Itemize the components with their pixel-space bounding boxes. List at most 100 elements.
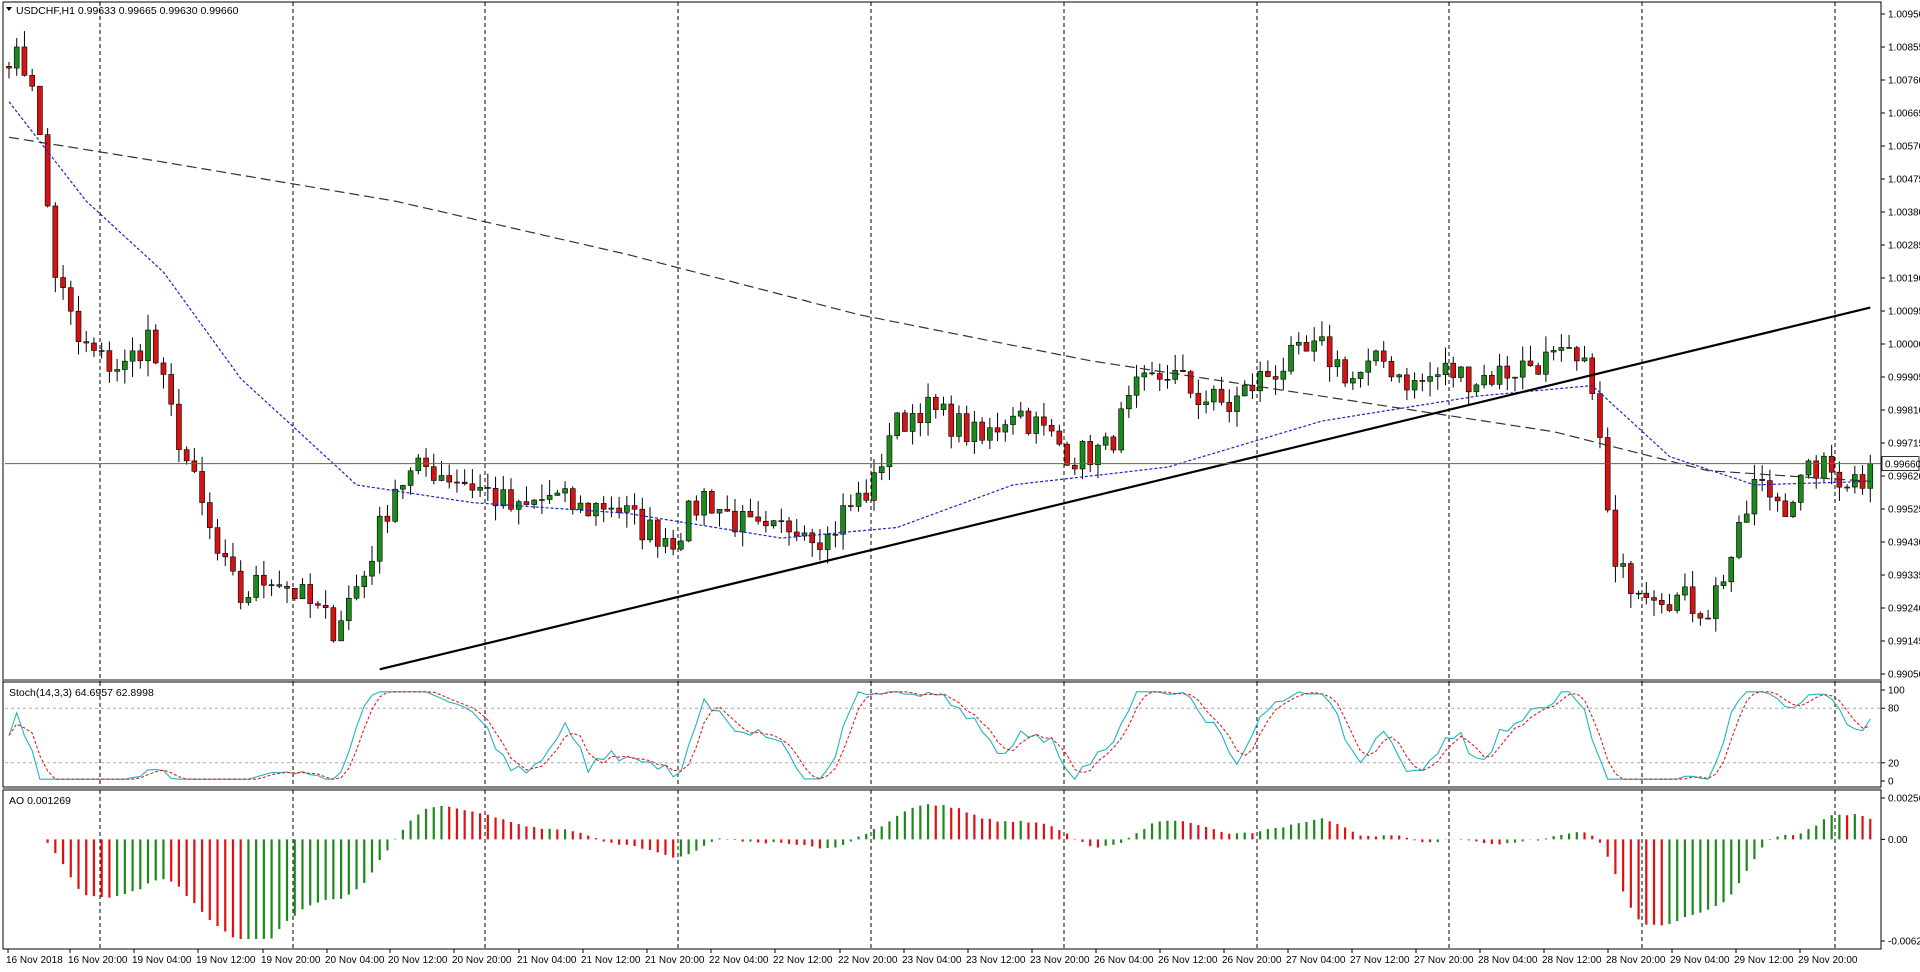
candle[interactable] <box>1350 371 1356 390</box>
candle[interactable] <box>1697 611 1704 626</box>
candle[interactable] <box>1713 577 1719 632</box>
candle[interactable] <box>1434 367 1441 390</box>
candle[interactable] <box>152 324 159 365</box>
candle[interactable] <box>1110 434 1117 454</box>
candle[interactable] <box>1280 357 1287 391</box>
candle[interactable] <box>446 464 453 489</box>
candle[interactable] <box>369 545 375 585</box>
candle[interactable] <box>1620 553 1626 578</box>
candle[interactable] <box>1767 469 1773 511</box>
candle[interactable] <box>423 448 429 477</box>
candle[interactable] <box>616 496 622 519</box>
candle[interactable] <box>1450 356 1457 388</box>
candle[interactable] <box>948 395 955 449</box>
candle[interactable] <box>848 494 854 512</box>
candle[interactable] <box>438 461 445 482</box>
candle[interactable] <box>871 459 877 511</box>
candle[interactable] <box>716 509 723 527</box>
candle[interactable] <box>1017 401 1024 419</box>
candle[interactable] <box>469 469 476 499</box>
candle[interactable] <box>539 484 545 514</box>
candle[interactable] <box>1496 353 1503 390</box>
candle[interactable] <box>739 504 746 547</box>
candle[interactable] <box>747 498 754 518</box>
candle[interactable] <box>1442 347 1449 386</box>
candle[interactable] <box>531 498 537 509</box>
candle[interactable] <box>956 405 962 443</box>
candle[interactable] <box>1743 500 1750 523</box>
candle[interactable] <box>979 417 985 445</box>
candle[interactable] <box>353 574 360 601</box>
candle[interactable] <box>1087 434 1094 473</box>
candle[interactable] <box>562 481 568 502</box>
candle[interactable] <box>160 357 167 389</box>
candle[interactable] <box>1095 443 1101 479</box>
candle[interactable] <box>83 331 90 353</box>
candle[interactable] <box>6 61 12 79</box>
candle[interactable] <box>1311 327 1318 362</box>
candle[interactable] <box>1844 484 1850 492</box>
candle[interactable] <box>647 507 653 543</box>
candle[interactable] <box>1226 389 1233 423</box>
candle[interactable] <box>122 349 128 384</box>
candle[interactable] <box>917 403 924 437</box>
candle[interactable] <box>492 476 499 521</box>
candle[interactable] <box>940 396 947 416</box>
candle[interactable] <box>1272 365 1279 395</box>
candle[interactable] <box>963 405 970 446</box>
candle[interactable] <box>886 423 893 480</box>
stochastic-panel[interactable] <box>8 691 1871 781</box>
candle[interactable] <box>1759 465 1765 492</box>
candle[interactable] <box>485 473 491 501</box>
candle[interactable] <box>199 456 205 516</box>
candle[interactable] <box>1504 356 1511 391</box>
candle[interactable] <box>678 533 684 552</box>
candle[interactable] <box>1604 427 1611 513</box>
candle[interactable] <box>1164 365 1171 389</box>
candle[interactable] <box>1241 380 1248 397</box>
candle[interactable] <box>1195 379 1202 420</box>
candle[interactable] <box>454 469 460 493</box>
candle[interactable] <box>315 600 321 609</box>
candle[interactable] <box>1473 383 1480 396</box>
candle[interactable] <box>1010 406 1016 435</box>
candle[interactable] <box>1689 570 1696 623</box>
candle[interactable] <box>500 475 507 509</box>
candle[interactable] <box>407 467 414 495</box>
candle[interactable] <box>987 417 993 450</box>
candle[interactable] <box>685 499 692 543</box>
candle[interactable] <box>376 506 383 574</box>
candle[interactable] <box>786 516 792 546</box>
candle[interactable] <box>307 573 314 619</box>
candle[interactable] <box>1126 385 1132 419</box>
candle[interactable] <box>1357 371 1364 388</box>
candle[interactable] <box>1581 345 1588 363</box>
candle[interactable] <box>1666 594 1673 613</box>
candle[interactable] <box>191 448 198 474</box>
candle[interactable] <box>1033 411 1039 444</box>
candle[interactable] <box>1203 390 1209 414</box>
candle[interactable] <box>1651 590 1657 616</box>
candle[interactable] <box>631 493 638 525</box>
candle[interactable] <box>1489 371 1495 387</box>
candle[interactable] <box>1295 332 1302 355</box>
candle[interactable] <box>763 510 769 533</box>
candle[interactable] <box>1573 345 1580 371</box>
trend-line[interactable] <box>379 306 1871 671</box>
candle[interactable] <box>809 528 816 557</box>
candle[interactable] <box>1558 334 1565 362</box>
candle[interactable] <box>1326 324 1333 382</box>
candle[interactable] <box>21 31 28 77</box>
candle[interactable] <box>1172 354 1178 385</box>
candle[interactable] <box>1543 336 1549 382</box>
awesome-oscillator-panel[interactable] <box>9 804 1872 939</box>
candle[interactable] <box>608 496 615 518</box>
candle[interactable] <box>724 495 731 512</box>
candle[interactable] <box>168 363 174 416</box>
candle[interactable] <box>1751 464 1758 526</box>
candle[interactable] <box>346 585 352 631</box>
candle[interactable] <box>145 314 151 377</box>
candle[interactable] <box>106 341 113 383</box>
candle[interactable] <box>1628 560 1634 608</box>
candle[interactable] <box>1133 364 1140 408</box>
